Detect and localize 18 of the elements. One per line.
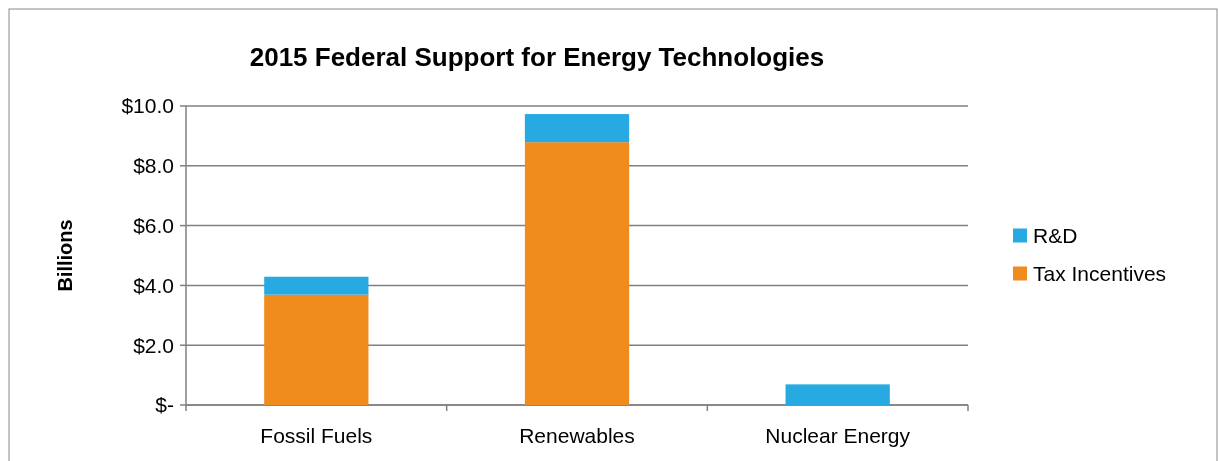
legend-label: Tax Incentives — [1033, 261, 1167, 285]
y-tick-label: $8.0 — [133, 154, 174, 178]
y-tick-label: $4.0 — [133, 273, 174, 297]
y-axis-title: Billions — [54, 219, 76, 292]
x-tick-label: Renewables — [519, 424, 635, 447]
y-tick-label: $10.0 — [121, 94, 174, 118]
x-tick-label: Fossil Fuels — [260, 424, 373, 447]
bar — [524, 142, 630, 405]
y-tick-label: $- — [155, 393, 174, 417]
bar — [524, 114, 630, 143]
y-tick-label: $2.0 — [133, 333, 174, 357]
bar — [264, 294, 369, 405]
chart-title: 2015 Federal Support for Energy Technologies — [249, 42, 825, 72]
x-tick-label: Nuclear Energy — [765, 424, 911, 447]
bar — [264, 276, 369, 295]
y-tick-label: $6.0 — [133, 213, 174, 237]
legend-label: R&D — [1033, 223, 1078, 247]
bar — [785, 384, 890, 405]
